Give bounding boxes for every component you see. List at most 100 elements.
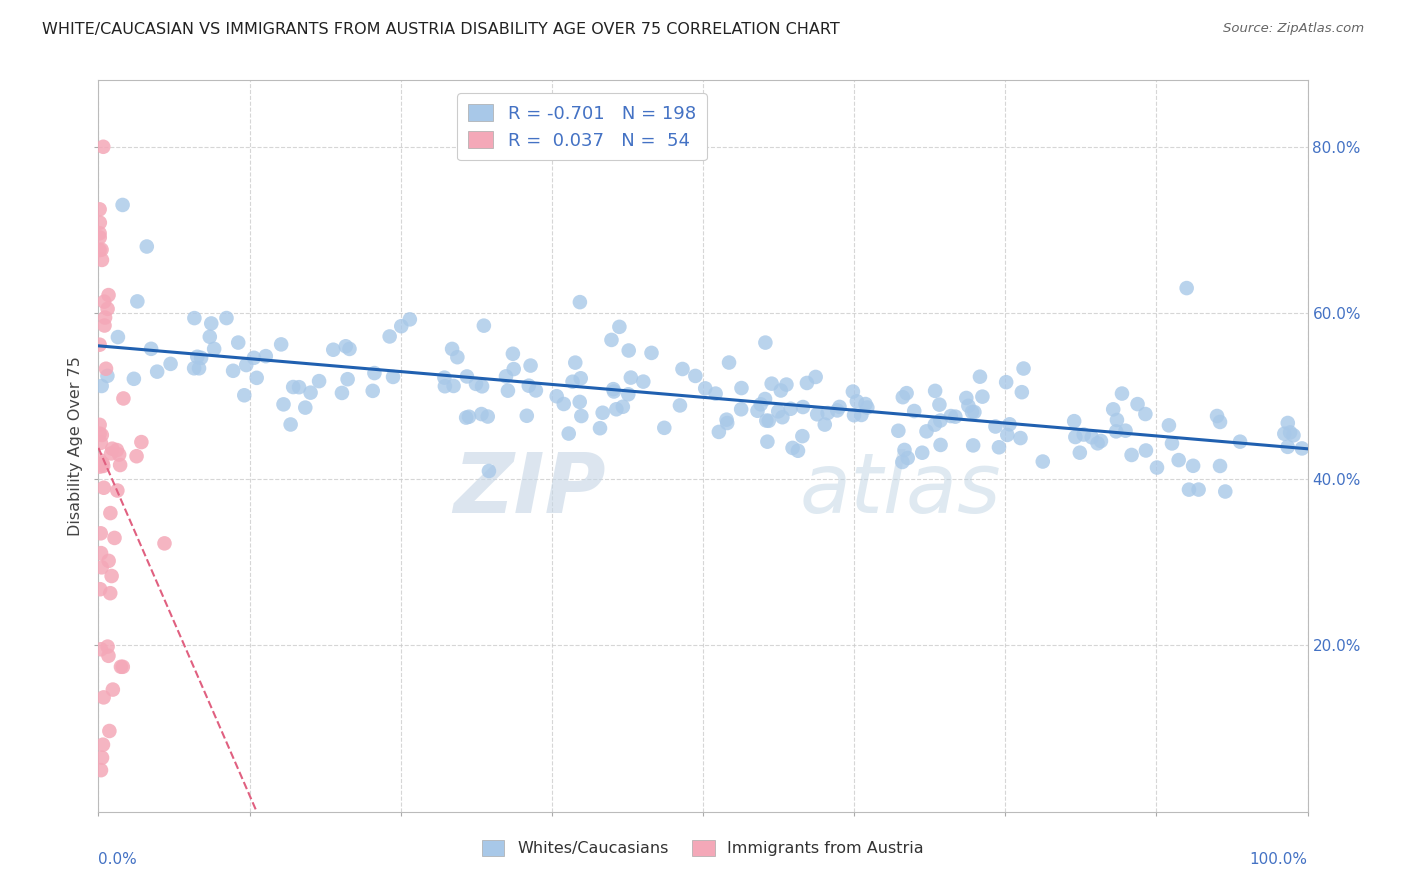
Point (105, 443, 128, 458)
Point (671, 362, 693, 376)
Point (90, 560, 112, 574)
Point (94, 310, 117, 325)
Point (389, 319, 412, 334)
Point (280, 417, 302, 432)
Point (1175, 281, 1198, 295)
Point (1105, 413, 1128, 427)
Point (1126, 397, 1149, 411)
Point (330, 386, 353, 401)
Point (1012, 361, 1035, 376)
Point (770, 410, 793, 425)
Point (924, 384, 946, 398)
Point (969, 369, 991, 384)
Point (1157, 418, 1180, 433)
Point (755, 414, 778, 428)
Point (1087, 436, 1109, 450)
Point (97, 288, 120, 302)
Point (378, 329, 401, 343)
Point (215, 311, 238, 326)
Point (517, 378, 540, 392)
Point (524, 384, 547, 398)
Point (183, 361, 205, 376)
Point (496, 384, 519, 398)
Point (100, 506, 122, 520)
Point (131, 435, 153, 450)
Point (1161, 436, 1184, 450)
Point (361, 384, 384, 398)
Point (856, 401, 879, 415)
Point (103, 531, 125, 545)
Point (569, 409, 592, 423)
Point (90, 763, 112, 777)
Point (110, 660, 132, 674)
Point (89, 202, 111, 217)
Point (322, 343, 344, 357)
Point (984, 419, 1007, 434)
Text: 100.0%: 100.0% (1250, 852, 1308, 867)
Point (90, 435, 112, 450)
Point (446, 350, 468, 364)
Point (283, 380, 305, 394)
Point (1277, 440, 1299, 454)
Point (893, 442, 915, 457)
Point (100, 569, 122, 583)
Point (97, 640, 120, 654)
Point (90, 526, 112, 541)
Point (1135, 443, 1157, 458)
Point (897, 450, 920, 465)
Point (458, 409, 481, 424)
Point (89, 216, 111, 230)
Point (89, 417, 111, 432)
Point (718, 355, 741, 369)
Point (842, 408, 865, 422)
Point (817, 406, 839, 420)
Point (89, 459, 111, 474)
Point (226, 335, 249, 350)
Point (105, 483, 128, 498)
Point (842, 384, 865, 399)
Point (695, 381, 717, 395)
Point (94, 361, 117, 376)
Point (553, 397, 575, 411)
Point (730, 381, 752, 395)
Text: Source: ZipAtlas.com: Source: ZipAtlas.com (1223, 22, 1364, 36)
Point (243, 351, 266, 365)
Point (1135, 407, 1157, 421)
Point (111, 198, 134, 212)
Point (471, 379, 494, 393)
Point (796, 376, 818, 390)
Point (100, 446, 122, 460)
Point (1102, 402, 1125, 417)
Point (891, 390, 914, 404)
Point (845, 394, 868, 409)
Point (443, 379, 465, 393)
Text: WHITE/CAUCASIAN VS IMMIGRANTS FROM AUSTRIA DISABILITY AGE OVER 75 CORRELATION CH: WHITE/CAUCASIAN VS IMMIGRANTS FROM AUSTR… (42, 22, 839, 37)
Point (441, 342, 464, 356)
Point (612, 400, 634, 414)
Point (775, 377, 797, 392)
Point (294, 401, 316, 415)
Point (477, 409, 499, 424)
Point (108, 458, 131, 472)
Point (93, 481, 115, 495)
Point (754, 392, 776, 406)
Point (640, 346, 662, 360)
Point (704, 386, 727, 401)
Point (456, 369, 478, 384)
Point (963, 405, 986, 419)
Point (995, 428, 1018, 442)
Point (546, 389, 568, 403)
Point (600, 333, 623, 347)
Point (911, 446, 934, 460)
Point (97, 648, 120, 663)
Point (1010, 431, 1032, 445)
Point (1209, 415, 1232, 429)
Point (1069, 445, 1091, 459)
Point (91, 140, 114, 154)
Point (91, 458, 114, 473)
Point (1167, 453, 1189, 467)
Point (903, 404, 925, 418)
Point (617, 387, 640, 401)
Point (1182, 458, 1205, 473)
Point (90, 546, 112, 560)
